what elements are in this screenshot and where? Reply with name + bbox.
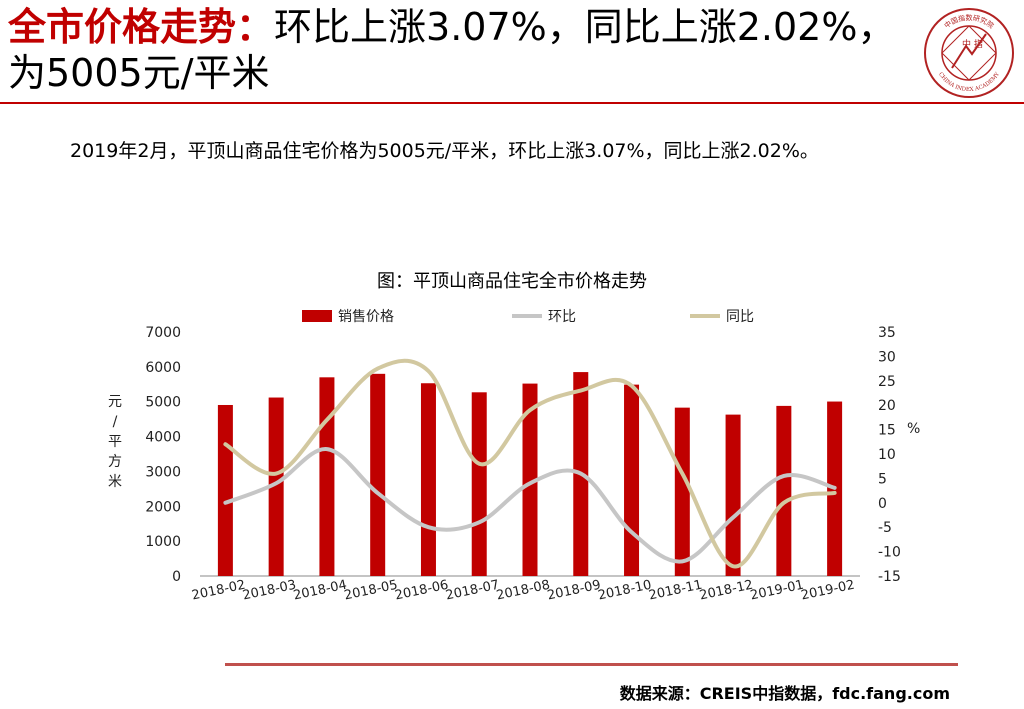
point-yoy-2018-07: [477, 462, 481, 466]
x-tick-label: 2018-03: [241, 578, 297, 604]
bar-2018-11: [674, 407, 690, 576]
point-mom-2018-12: [731, 515, 735, 519]
academy-logo-icon: 中 指 中国指数研究院 CHINA INDEX ACADEMY: [924, 8, 1014, 98]
y-right-tick-label: 30: [878, 349, 896, 365]
point-yoy-2018-09: [579, 389, 583, 393]
y-right-tick-label: 25: [878, 374, 896, 390]
y-right-tick-label: -10: [878, 545, 901, 561]
y-right-axis-label: %: [907, 421, 920, 437]
point-yoy-2018-06: [426, 369, 430, 373]
x-tick-label: 2018-10: [597, 578, 653, 604]
x-tick-label: 2018-11: [647, 578, 703, 604]
y-left-tick-label: 6000: [145, 360, 181, 376]
y-right-tick-label: -5: [878, 520, 892, 536]
x-tick-label: 2018-12: [698, 578, 754, 604]
point-yoy-2018-04: [325, 418, 329, 422]
y-left-tick-label: 4000: [145, 430, 181, 446]
data-source: 数据来源：CREIS中指数据，fdc.fang.com: [619, 684, 950, 703]
y-right-tick-label: 15: [878, 423, 896, 439]
legend-swatch-0: [302, 310, 332, 322]
bar-2018-08: [522, 383, 538, 576]
chart-title: 图：平顶山商品住宅全市价格走势: [377, 271, 647, 292]
point-yoy-2018-10: [630, 384, 634, 388]
title-highlight: 全市价格走势：: [8, 5, 275, 49]
bar-2018-02: [217, 404, 233, 576]
y-left-tick-label: 2000: [145, 499, 181, 515]
title-rest: 环比上涨3.07%，同比上涨2.02%，为5005元/平米: [8, 5, 896, 95]
point-yoy-2018-03: [274, 472, 278, 476]
page-title: 全市价格走势：环比上涨3.07%，同比上涨2.02%，为5005元/平米: [8, 4, 908, 96]
x-tick-label: 2018-05: [343, 578, 399, 604]
point-mom-2018-05: [376, 491, 380, 495]
y-left-axis-label: 元/平方米: [108, 394, 122, 490]
bar-2018-05: [370, 373, 386, 576]
point-yoy-2019-02: [833, 491, 837, 495]
legend-label-1: 环比: [548, 309, 576, 325]
x-tick-label: 2019-01: [749, 578, 805, 604]
point-mom-2018-11: [680, 559, 684, 563]
y-left-tick-label: 3000: [145, 464, 181, 480]
bar-2018-07: [471, 392, 487, 576]
x-tick-label: 2018-04: [292, 578, 348, 604]
y-right-tick-label: 20: [878, 398, 896, 414]
x-tick-label: 2018-07: [444, 578, 500, 604]
point-mom-2018-04: [325, 447, 329, 451]
x-tick-label: 2018-06: [394, 578, 450, 604]
bar-2018-03: [268, 397, 284, 576]
bar-2019-01: [776, 405, 792, 576]
point-mom-2019-01: [782, 474, 786, 478]
svg-text:中 指: 中 指: [962, 38, 983, 50]
x-tick-label: 2019-02: [800, 578, 856, 604]
y-right-tick-label: 5: [878, 471, 887, 487]
x-tick-label: 2018-09: [546, 578, 602, 604]
y-right-tick-label: 35: [878, 325, 896, 341]
legend-label-2: 同比: [726, 309, 754, 325]
summary-text: 2019年2月，平顶山商品住宅价格为5005元/平米，环比上涨3.07%，同比上…: [70, 140, 819, 162]
y-left-tick-label: 7000: [145, 325, 181, 341]
x-tick-label: 2018-08: [495, 578, 551, 604]
point-mom-2018-10: [630, 530, 634, 534]
y-right-tick-label: -15: [878, 569, 901, 585]
y-right-tick-label: 0: [878, 496, 887, 512]
point-yoy-2018-11: [680, 472, 684, 476]
footer-divider: [225, 663, 958, 666]
legend-label-0: 销售价格: [338, 309, 394, 325]
bar-2018-06: [420, 383, 436, 576]
point-yoy-2018-02: [223, 442, 227, 446]
point-mom-2018-09: [579, 472, 583, 476]
y-right-tick-label: 10: [878, 447, 896, 463]
bar-2018-04: [319, 377, 335, 576]
y-left-tick-label: 0: [172, 569, 181, 585]
point-mom-2018-08: [528, 481, 532, 485]
point-mom-2019-02: [833, 486, 837, 490]
point-yoy-2019-01: [782, 501, 786, 505]
point-mom-2018-06: [426, 525, 430, 529]
y-left-tick-label: 5000: [145, 395, 181, 411]
bar-2018-12: [725, 414, 741, 576]
point-yoy-2018-08: [528, 408, 532, 412]
bar-2018-10: [624, 384, 640, 576]
point-yoy-2018-12: [731, 564, 735, 568]
point-mom-2018-07: [477, 520, 481, 524]
x-tick-label: 2018-02: [191, 578, 247, 604]
point-mom-2018-02: [223, 501, 227, 505]
point-mom-2018-03: [274, 481, 278, 485]
y-left-tick-label: 1000: [145, 534, 181, 550]
point-yoy-2018-05: [376, 367, 380, 371]
title-divider: [0, 102, 1024, 104]
